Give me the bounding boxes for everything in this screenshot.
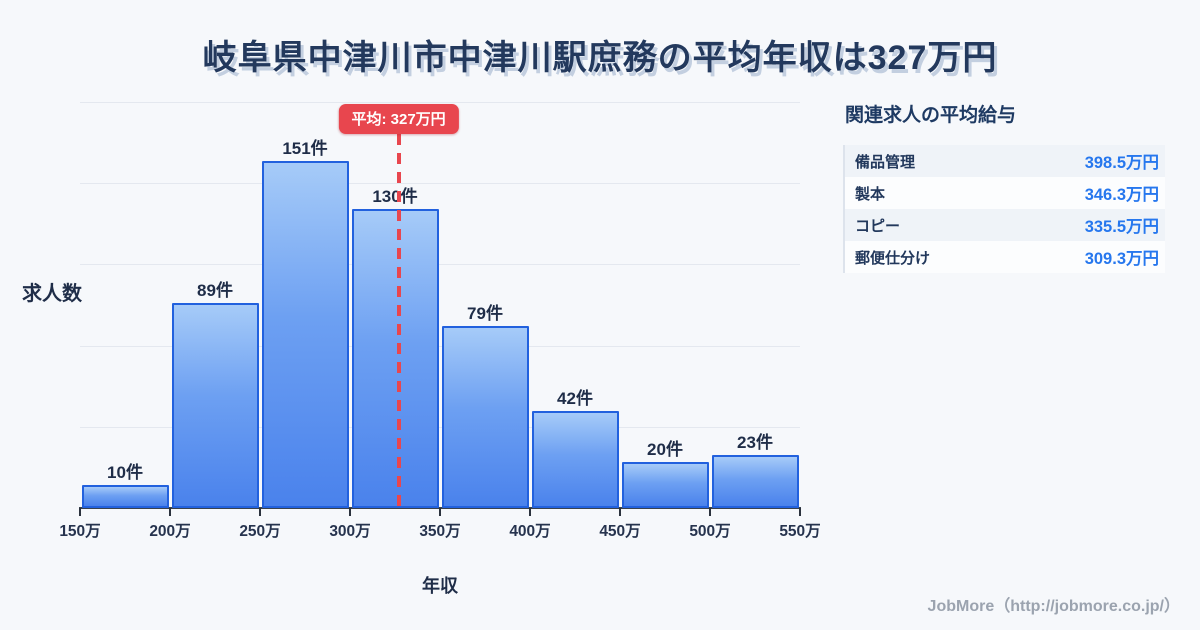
- bar-value-label: 151件: [282, 138, 328, 158]
- average-badge: 平均: 327万円: [338, 104, 459, 134]
- x-axis-tick: [349, 508, 351, 516]
- x-axis-tick: [259, 508, 261, 516]
- x-axis-tick-label: 350万: [419, 523, 461, 540]
- histogram-bar: [531, 411, 619, 508]
- bar-value-label: 10件: [107, 463, 143, 482]
- bar-value-label: 20件: [647, 440, 683, 459]
- y-axis-title: 求人数: [22, 283, 82, 305]
- x-axis-title: 年収: [422, 576, 458, 596]
- page-title: 岐阜県中津川市中津川駅庶務の平均年収は327万円: [202, 39, 998, 77]
- average-line: [396, 134, 401, 508]
- histogram-bar: [621, 462, 709, 508]
- x-axis-tick: [619, 508, 621, 516]
- bar-value-label: 130件: [372, 187, 418, 206]
- x-axis-tick: [799, 508, 801, 516]
- gridline: [80, 264, 800, 266]
- gridline: [80, 183, 800, 185]
- table-row: 製本 346.3万円: [845, 177, 1165, 209]
- x-axis-tick: [529, 508, 531, 516]
- related-jobs-salary-table: 備品管理 398.5万円製本 346.3万円コピー 335.5万円郵便仕分け 309.3…: [843, 145, 1165, 273]
- related-jobs-panel-title: 関連求人の平均給与: [845, 105, 1017, 126]
- x-axis-tick-label: 550万: [779, 523, 821, 540]
- job-salary-value: 346.3万円: [1084, 186, 1159, 204]
- x-axis-tick-label: 150万: [59, 523, 101, 540]
- bar-value-label: 89件: [197, 281, 233, 301]
- job-salary-value: 398.5万円: [1084, 154, 1159, 172]
- job-category-label: コピー: [855, 217, 901, 235]
- histogram-bar: [351, 209, 439, 508]
- histogram-bar: [171, 303, 259, 508]
- histogram-bar: [441, 326, 529, 508]
- bar-value-label: 42件: [557, 389, 593, 409]
- table-row: コピー 335.5万円: [845, 209, 1165, 241]
- job-category-label: 郵便仕分け: [855, 249, 931, 267]
- bar-value-label: 23件: [737, 433, 773, 453]
- job-salary-value: 335.5万円: [1084, 218, 1159, 236]
- gridline: [80, 426, 800, 428]
- x-axis-tick: [79, 508, 81, 516]
- x-axis-tick-label: 450万: [599, 523, 641, 540]
- gridline: [80, 102, 800, 103]
- table-row: 郵便仕分け 309.3万円: [845, 241, 1165, 273]
- bar-value-label: 79件: [467, 304, 503, 324]
- job-salary-value: 309.3万円: [1084, 250, 1159, 268]
- x-axis-tick-label: 200万: [149, 523, 191, 540]
- x-axis-tick-label: 400万: [509, 523, 551, 540]
- x-axis-tick: [439, 508, 441, 516]
- histogram-bar: [81, 485, 169, 508]
- x-axis-tick-label: 300万: [329, 523, 371, 540]
- footer-credit: JobMore（http://jobmore.co.jp/）: [927, 598, 1180, 615]
- x-axis-tick-label: 250万: [239, 523, 281, 540]
- histogram-bar: [711, 455, 799, 508]
- x-axis-tick-label: 500万: [689, 523, 731, 540]
- table-row: 備品管理 398.5万円: [845, 145, 1165, 177]
- histogram-bar: [261, 160, 349, 508]
- job-category-label: 製本: [855, 185, 886, 203]
- gridline: [80, 345, 800, 347]
- x-axis-tick: [709, 508, 711, 516]
- x-axis-tick: [169, 508, 171, 516]
- job-category-label: 備品管理: [855, 153, 916, 171]
